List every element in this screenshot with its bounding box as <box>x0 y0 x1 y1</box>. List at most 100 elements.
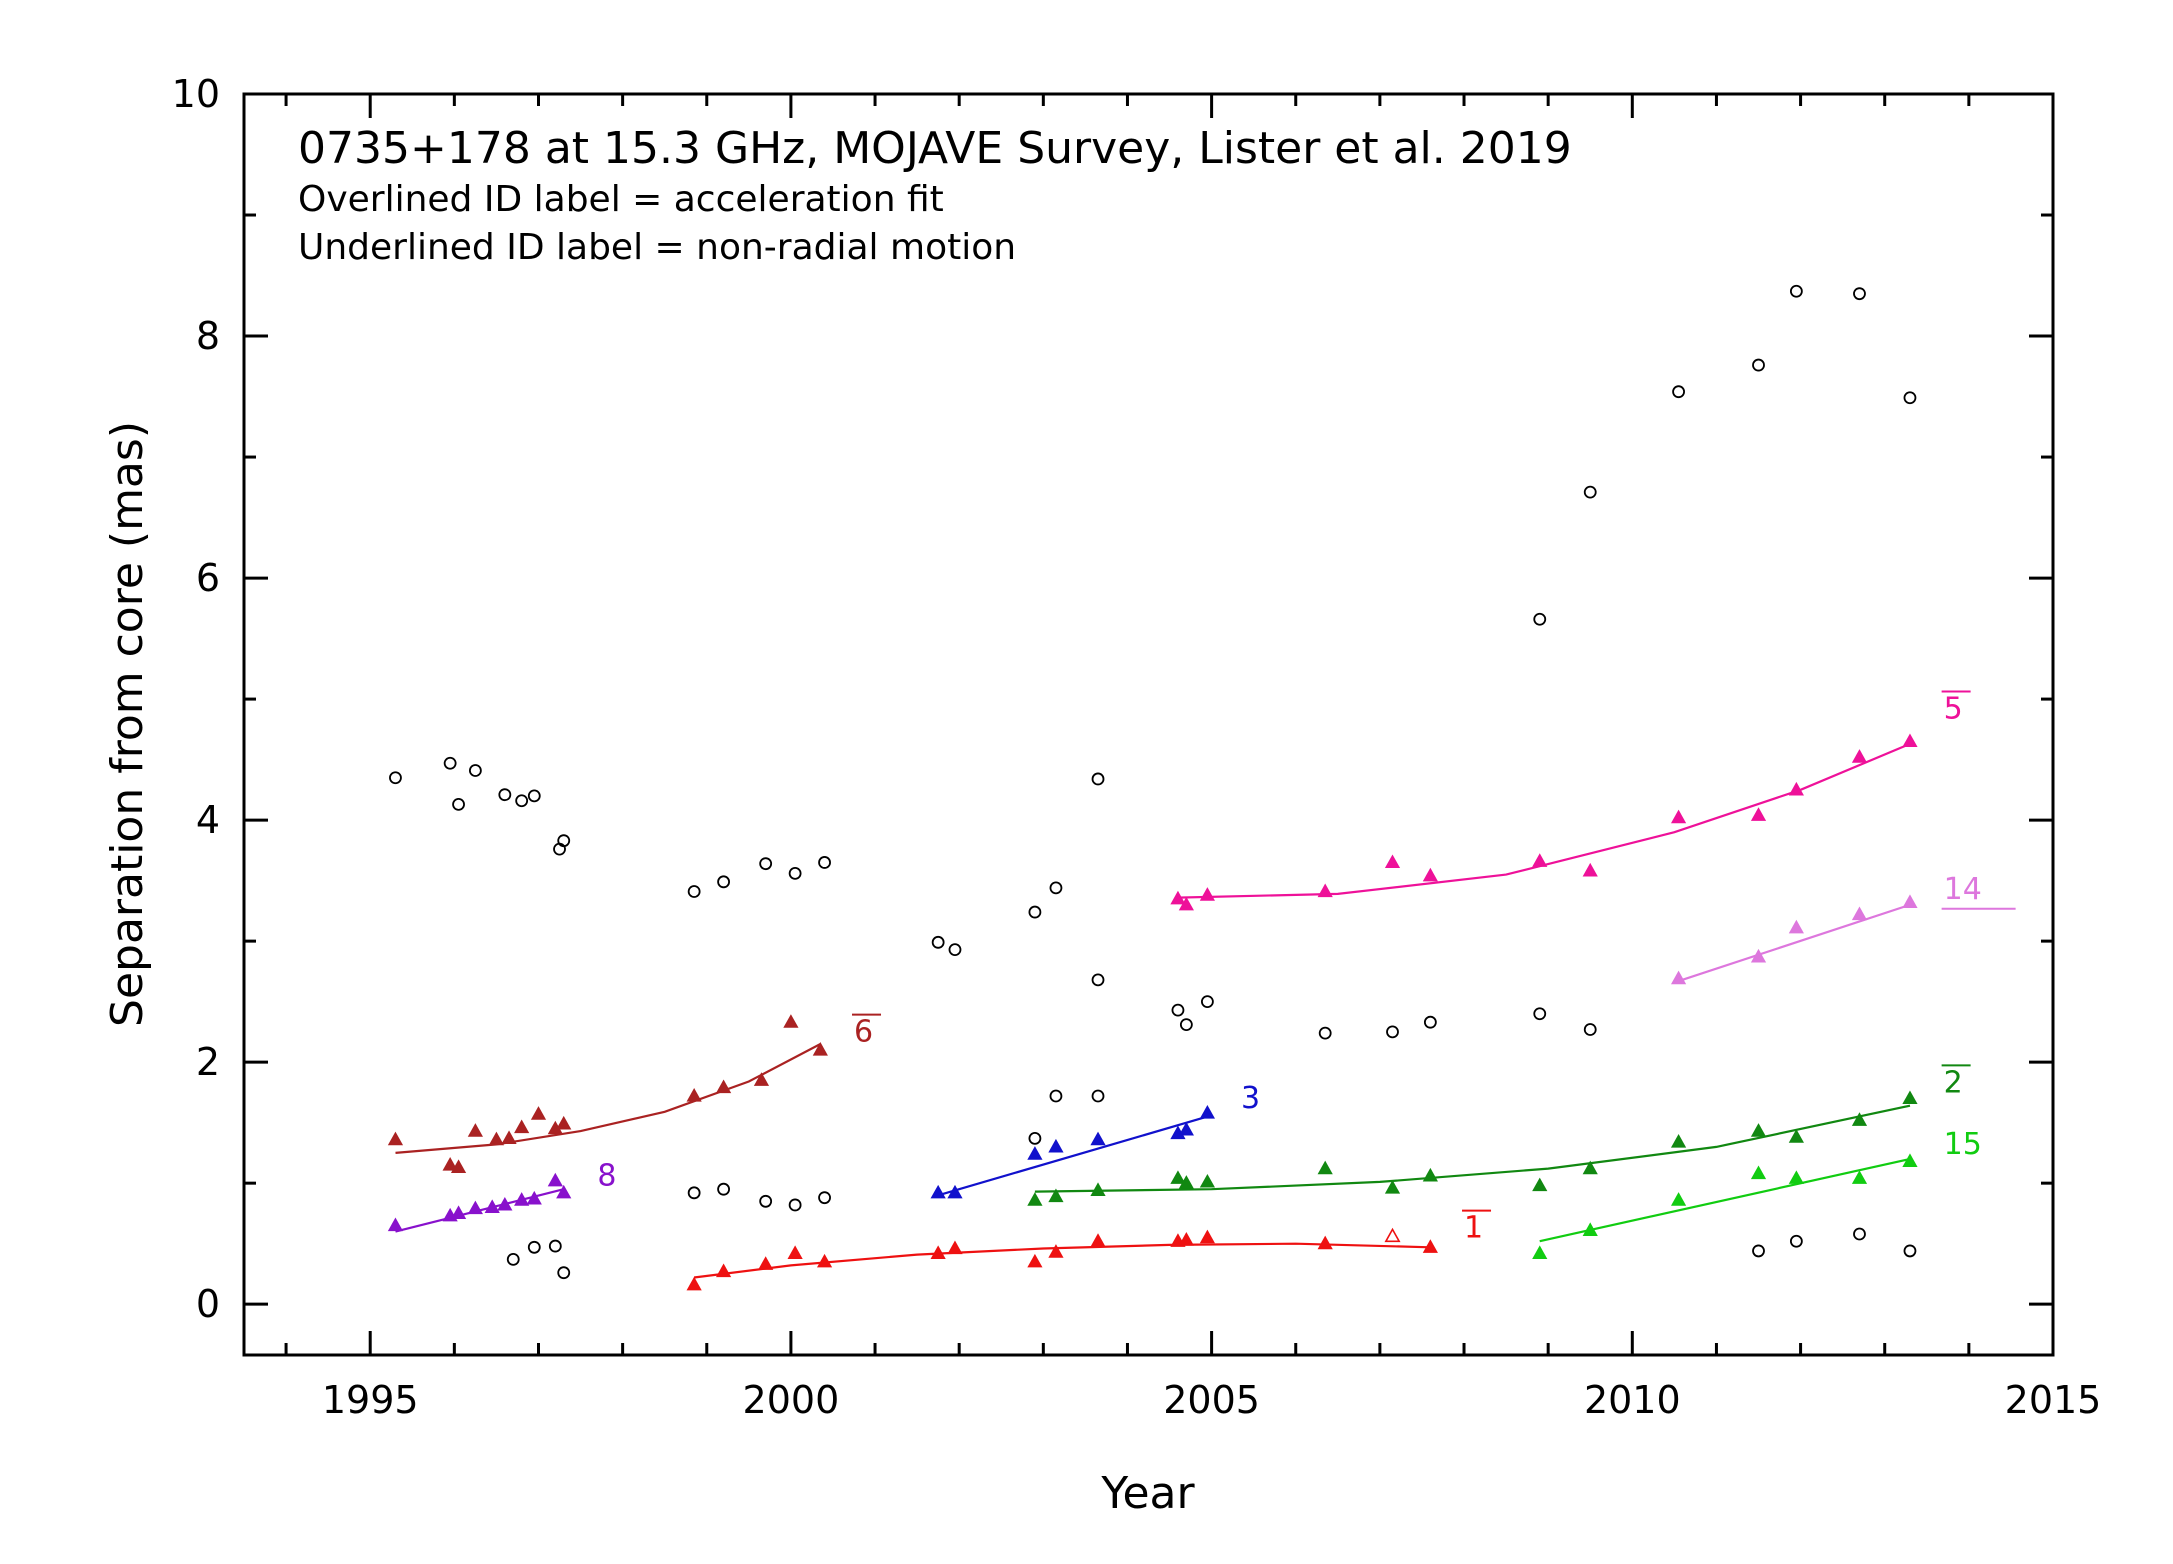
data-point <box>818 1191 831 1205</box>
data-point <box>497 1196 513 1211</box>
x-tick-label: 2015 <box>2005 1378 2102 1422</box>
plot-frame <box>242 92 2055 1357</box>
series-unassigned <box>389 284 1917 1280</box>
data-point <box>1750 1123 1767 1137</box>
fit-line-6 <box>395 1043 821 1154</box>
data-point <box>530 1106 547 1120</box>
data-point <box>488 1131 505 1146</box>
data-point <box>1533 612 1547 626</box>
series-label-3: 3 <box>1241 1081 1260 1116</box>
data-point <box>686 1276 702 1291</box>
data-point <box>1789 284 1803 298</box>
series-6: 6 <box>387 1013 882 1174</box>
data-point <box>387 1131 404 1146</box>
data-point <box>1090 1182 1106 1197</box>
data-point <box>443 756 457 770</box>
data-point <box>1851 1112 1868 1126</box>
data-point <box>527 789 541 803</box>
series-15: 15 <box>1532 1127 1982 1259</box>
data-point <box>1386 1025 1399 1039</box>
data-point <box>715 1263 732 1278</box>
data-point <box>452 797 465 811</box>
data-point <box>389 771 402 785</box>
data-point <box>1752 1244 1765 1258</box>
data-point <box>1048 1188 1064 1203</box>
data-point <box>818 856 831 869</box>
x-tick-label: 1995 <box>322 1378 419 1422</box>
data-point <box>1851 749 1868 763</box>
data-point <box>1091 772 1105 786</box>
data-point <box>450 1159 467 1174</box>
data-point <box>1179 1018 1193 1032</box>
data-point <box>1532 853 1548 867</box>
y-tick-label: 2 <box>196 1040 220 1084</box>
data-point-open <box>1384 1227 1401 1243</box>
series-14: 14 <box>1670 872 2016 985</box>
data-point <box>783 1014 799 1028</box>
data-point <box>1532 1177 1548 1192</box>
data-point <box>1422 867 1438 882</box>
data-point <box>557 834 571 848</box>
data-point <box>788 866 802 880</box>
fit-line-14 <box>1678 903 1911 983</box>
data-point <box>526 1190 542 1205</box>
data-point <box>506 1252 520 1266</box>
x-tick-label: 2005 <box>1163 1378 1260 1422</box>
data-point <box>787 1245 803 1259</box>
fit-line-3 <box>937 1115 1208 1197</box>
data-point <box>1170 890 1186 905</box>
series-1: 1 <box>686 1209 1492 1291</box>
data-point <box>715 1079 732 1094</box>
data-point <box>1028 905 1042 919</box>
data-point <box>450 1205 467 1220</box>
data-point <box>1423 1015 1437 1029</box>
data-point <box>1178 1175 1194 1189</box>
data-point <box>548 1239 562 1253</box>
data-point <box>812 1042 828 1056</box>
x-tick-label: 2000 <box>743 1378 840 1422</box>
data-point <box>1090 1131 1106 1146</box>
data-point <box>1317 1235 1333 1250</box>
data-point <box>1750 1165 1767 1180</box>
y-tick-label: 0 <box>196 1282 220 1326</box>
data-point <box>947 1240 963 1255</box>
data-point <box>1750 948 1767 963</box>
data-point <box>1171 1003 1185 1017</box>
data-point <box>1752 358 1765 372</box>
fit-line-2 <box>1034 1104 1911 1193</box>
series-label-6: 6 <box>854 1015 873 1050</box>
y-tick-label: 6 <box>196 556 220 600</box>
data-point <box>759 1194 773 1208</box>
data-point <box>1048 1138 1064 1153</box>
fit-line-1 <box>693 1242 1431 1279</box>
series-layer: 1 2 3 5 6 8 14 15 <box>387 284 2016 1291</box>
data-point <box>1582 862 1598 877</box>
data-point <box>467 1123 483 1137</box>
data-point <box>1670 970 1687 985</box>
data-point <box>1902 733 1918 748</box>
data-point <box>1091 973 1105 987</box>
data-point <box>1750 807 1767 821</box>
data-point <box>1170 1125 1186 1140</box>
data-point <box>717 1182 730 1196</box>
data-point <box>1048 1244 1064 1258</box>
data-point <box>1670 1192 1687 1206</box>
series-label-5: 5 <box>1944 691 1963 726</box>
data-point <box>1178 1121 1194 1136</box>
data-point <box>788 1198 802 1212</box>
data-point <box>1049 881 1063 895</box>
axes-layer: 1995 2000 2005 2010 2015 0 2 4 6 8 10 <box>172 72 2102 1422</box>
data-point <box>753 1072 770 1086</box>
data-point <box>1789 1234 1803 1248</box>
data-point <box>514 1119 530 1134</box>
y-tick-label: 8 <box>196 314 220 358</box>
data-point <box>1384 854 1401 869</box>
data-point <box>1318 1026 1332 1040</box>
data-point <box>1902 1090 1918 1105</box>
data-point <box>758 1256 774 1270</box>
data-point <box>1178 1232 1194 1246</box>
fit-line-15 <box>1539 1157 1911 1243</box>
data-point <box>1027 1146 1043 1160</box>
data-point <box>484 1199 500 1213</box>
data-point <box>1027 1253 1043 1268</box>
